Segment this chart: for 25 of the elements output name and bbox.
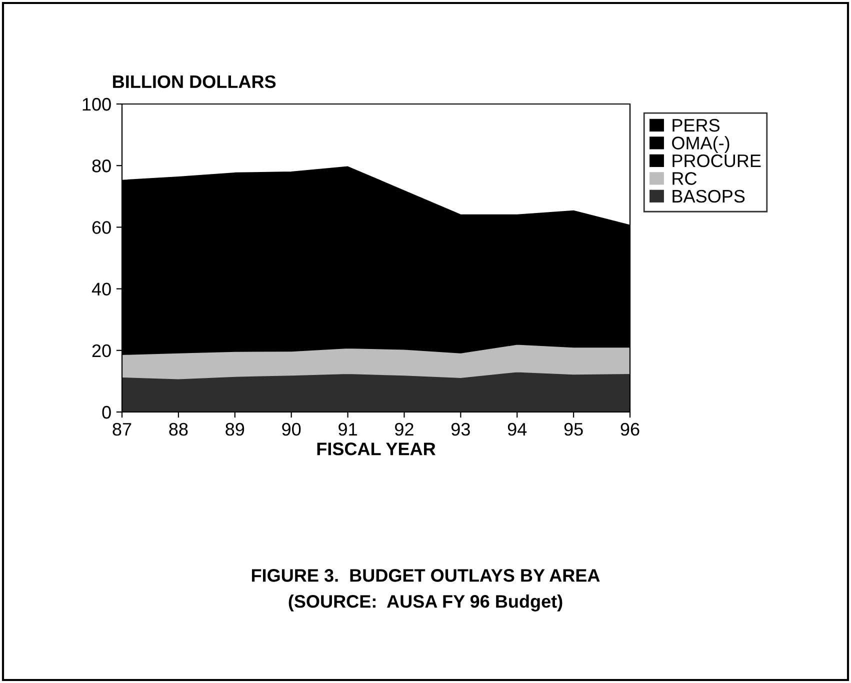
x-tick-label: 89 <box>226 422 244 436</box>
legend-label: OMA(-) <box>672 136 730 153</box>
x-tick-label: 92 <box>395 422 414 436</box>
legend-label: RC <box>672 172 697 185</box>
x-tick-label: 87 <box>112 422 132 436</box>
x-tick-label: 90 <box>282 422 301 436</box>
x-tick-label: 96 <box>620 422 640 436</box>
text: (SOURCE: AUSA FY 96 Budget) <box>288 594 562 612</box>
x-tick-label: 94 <box>508 422 527 436</box>
x-tick-label: 93 <box>451 422 470 436</box>
x-tick-label: 91 <box>338 422 357 436</box>
x-axis-title: FISCAL YEAR <box>317 442 436 456</box>
x-tick-label: 88 <box>169 422 188 436</box>
y-axis-title: BILLION DOLLARS <box>113 75 276 88</box>
y-tick-label: 0 <box>102 406 111 419</box>
text: FIGURE 3. BUDGET OUTLAYS BY AREA <box>252 569 600 582</box>
y-tick-label: 100 <box>82 98 111 111</box>
y-tick-label: 80 <box>92 160 111 172</box>
legend-label: PERS <box>672 118 720 132</box>
legend-label: PROCURE <box>672 154 761 168</box>
x-tick-label: 95 <box>564 422 583 436</box>
y-tick-label: 40 <box>92 282 111 296</box>
legend-label: BASOPS <box>672 190 745 203</box>
y-tick-label: 20 <box>92 344 111 358</box>
y-tick-label: 60 <box>92 221 111 234</box>
